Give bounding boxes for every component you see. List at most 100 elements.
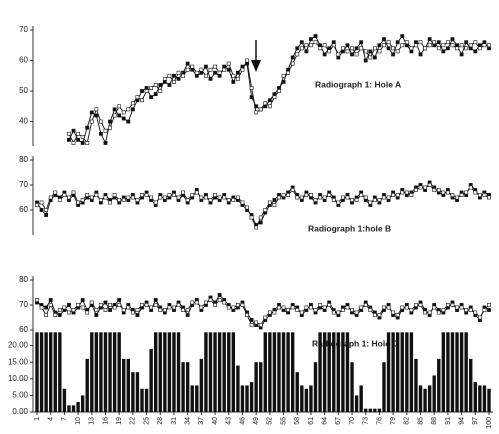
point bbox=[176, 76, 181, 81]
point bbox=[281, 193, 286, 197]
bar bbox=[286, 332, 290, 412]
point bbox=[404, 40, 409, 45]
bar bbox=[176, 332, 181, 412]
point bbox=[318, 195, 322, 200]
bar bbox=[405, 332, 409, 412]
point bbox=[149, 95, 154, 100]
x-tick-label: 25 bbox=[143, 417, 150, 425]
x-tick-label: 40 bbox=[212, 417, 219, 425]
bar bbox=[409, 332, 414, 412]
point bbox=[391, 46, 396, 51]
x-tick-label: 55 bbox=[280, 417, 287, 425]
x-tick-label: 58 bbox=[294, 417, 301, 425]
point bbox=[391, 310, 396, 315]
point bbox=[240, 200, 245, 205]
point bbox=[140, 303, 144, 307]
x-tick-label: 49 bbox=[253, 417, 260, 425]
point bbox=[368, 200, 373, 205]
point bbox=[254, 225, 259, 230]
point bbox=[44, 208, 49, 212]
point bbox=[473, 310, 478, 315]
point bbox=[172, 193, 176, 197]
point bbox=[99, 131, 103, 136]
bar bbox=[163, 332, 167, 412]
point bbox=[441, 190, 446, 195]
bar bbox=[446, 332, 450, 412]
point bbox=[245, 313, 249, 317]
point bbox=[181, 308, 186, 312]
point bbox=[455, 305, 459, 310]
x-tick-label: 73 bbox=[363, 417, 370, 425]
point bbox=[258, 107, 263, 112]
point bbox=[263, 208, 268, 212]
point bbox=[80, 198, 85, 202]
point bbox=[67, 137, 71, 142]
bar bbox=[245, 385, 249, 412]
point bbox=[140, 98, 144, 103]
bar bbox=[427, 385, 432, 412]
point bbox=[94, 193, 99, 197]
bar bbox=[236, 365, 240, 412]
bar bbox=[231, 332, 236, 412]
point bbox=[199, 195, 204, 200]
point bbox=[194, 70, 199, 75]
point bbox=[468, 43, 473, 48]
point bbox=[277, 305, 281, 310]
point bbox=[436, 310, 441, 315]
point bbox=[340, 195, 345, 200]
bar bbox=[44, 332, 48, 412]
point bbox=[336, 55, 341, 60]
point bbox=[217, 293, 222, 297]
point bbox=[194, 73, 199, 78]
bar bbox=[222, 332, 226, 412]
point bbox=[446, 303, 450, 307]
point bbox=[245, 205, 249, 210]
point bbox=[149, 86, 154, 90]
point bbox=[208, 198, 213, 202]
point bbox=[172, 305, 176, 310]
point bbox=[450, 43, 455, 48]
point bbox=[382, 305, 386, 310]
point bbox=[423, 310, 427, 315]
y-tick-label: 5.00 bbox=[12, 391, 28, 400]
point bbox=[464, 46, 469, 51]
point bbox=[354, 310, 359, 315]
bar bbox=[400, 332, 404, 412]
x-tick-label: 61 bbox=[308, 417, 315, 425]
point bbox=[377, 313, 382, 317]
bar bbox=[144, 388, 149, 412]
point bbox=[414, 188, 418, 192]
point bbox=[418, 40, 423, 45]
bar bbox=[423, 388, 427, 412]
point bbox=[295, 52, 300, 57]
point bbox=[249, 215, 254, 220]
point bbox=[372, 55, 377, 60]
point bbox=[85, 310, 90, 315]
point bbox=[272, 310, 277, 315]
bar bbox=[350, 362, 354, 412]
y-tick-label: 80 bbox=[19, 275, 28, 284]
bar bbox=[158, 332, 162, 412]
bar bbox=[90, 332, 94, 412]
point bbox=[213, 193, 217, 197]
point bbox=[363, 303, 368, 307]
point bbox=[231, 198, 236, 202]
point bbox=[240, 303, 245, 307]
x-tick-label: 1 bbox=[34, 417, 41, 421]
bar bbox=[336, 332, 341, 412]
point bbox=[487, 46, 491, 51]
bar bbox=[131, 372, 135, 412]
point bbox=[71, 141, 76, 145]
point bbox=[295, 46, 300, 51]
bar bbox=[487, 388, 491, 412]
bar bbox=[99, 332, 103, 412]
point bbox=[372, 46, 377, 51]
x-tick-label: 19 bbox=[116, 417, 123, 425]
bar bbox=[281, 332, 286, 412]
bar bbox=[122, 358, 126, 412]
point bbox=[53, 313, 58, 317]
bar bbox=[172, 332, 176, 412]
point bbox=[487, 308, 491, 312]
bar bbox=[469, 358, 473, 412]
x-tick-label: 22 bbox=[130, 417, 137, 425]
